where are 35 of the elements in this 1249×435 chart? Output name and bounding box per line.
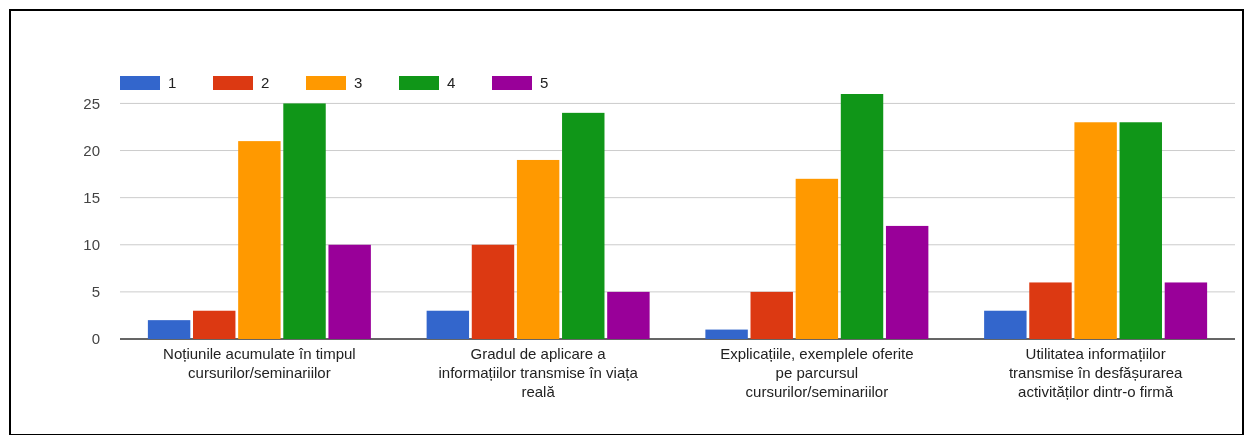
y-tick-label: 15 [83, 188, 100, 206]
bar [885, 225, 929, 339]
x-tick-label: Explicațiile, exemplele oferite pe parcursul cursurilor/seminariilor [720, 345, 914, 400]
legend-label: 5 [540, 74, 549, 92]
bar [426, 310, 470, 339]
y-tick-label: 20 [83, 141, 100, 159]
y-tick-label: 0 [91, 330, 100, 348]
bar [147, 320, 191, 339]
bar [840, 94, 884, 339]
y-tick-label: 25 [83, 94, 100, 112]
legend-label: 4 [447, 74, 456, 92]
bar [328, 244, 371, 339]
bar [562, 112, 605, 339]
bar [1029, 282, 1072, 339]
bar [795, 178, 839, 339]
bar [1164, 282, 1208, 339]
bar [516, 159, 560, 339]
bar [750, 291, 793, 339]
bar [193, 310, 236, 339]
bar [1119, 122, 1162, 339]
bar [238, 141, 281, 339]
x-tick-label: Gradul de aplicare a informațiilor transmise în viața reală [438, 345, 639, 400]
bar [607, 291, 650, 339]
legend-label: 2 [261, 74, 270, 92]
bar [705, 329, 748, 339]
y-tick-label: 5 [91, 283, 100, 301]
x-tick-label: Noțiunile acumulate în timpul cursurilor/seminariilor [163, 345, 356, 381]
x-tick-label: Utilitatea informațiilor transmise în desfășurarea activităților dintr-o firmă [1008, 345, 1183, 400]
bar [984, 310, 1027, 339]
bar [471, 244, 515, 339]
bar [283, 103, 326, 339]
legend-label: 1 [168, 74, 177, 92]
y-tick-label: 10 [83, 236, 100, 254]
legend-label: 3 [354, 74, 363, 92]
bar [1074, 122, 1117, 339]
